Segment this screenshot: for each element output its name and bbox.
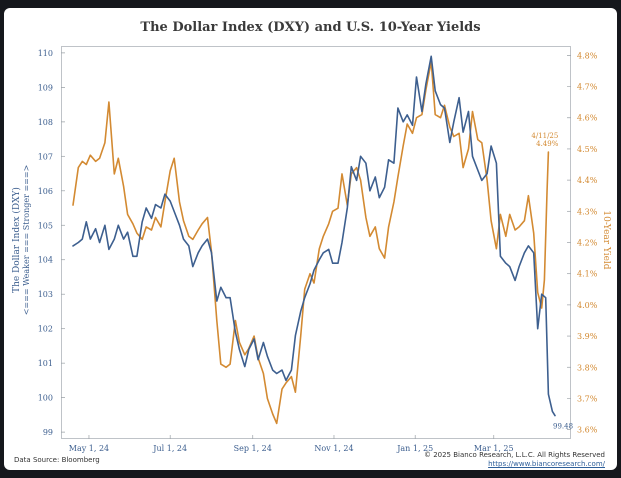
- yield-last-value-label: 4.49%: [536, 140, 559, 148]
- x-axis: May 1, 24 Jul 1, 24 Sep 1, 24 Nov 1, 24 Jan …: [69, 435, 514, 453]
- y-left-tick-label: 108: [38, 118, 53, 127]
- y-left-tick-label: 103: [38, 290, 53, 299]
- series-layer: [72, 55, 556, 425]
- x-tick-label: Sep 1, 24: [234, 444, 272, 453]
- data-source: Data Source: Bloomberg: [14, 456, 100, 464]
- y-left-tick-label: 99: [43, 428, 53, 437]
- y-left-tick-label: 109: [38, 83, 53, 92]
- chart-card: The Dollar Index (DXY) and U.S. 10-Year …: [4, 8, 617, 470]
- y-right-tick-label: 4.2%: [577, 239, 598, 248]
- x-tick-label: May 1, 24: [69, 444, 109, 453]
- y-right-tick-label: 4.7%: [577, 83, 598, 92]
- series-line-dxy: [72, 55, 556, 417]
- y-right-tick-label: 4.4%: [577, 176, 598, 185]
- chart-svg: 99 100 101 102 103 104 105 106 107 108 109 110 3.6%…: [11, 49, 611, 453]
- y-right-tick-label: 3.6%: [577, 426, 598, 435]
- y-left-tick-label: 100: [38, 394, 53, 403]
- y-right-tick-label: 4.5%: [577, 145, 598, 154]
- y-right-tick-label: 4.6%: [577, 114, 598, 123]
- y-left-tick-label: 106: [38, 187, 53, 196]
- copyright-text: © 2025 Bianco Research, L.L.C. All Right…: [423, 451, 605, 459]
- yield-last-date-label: 4/11/25: [531, 132, 558, 140]
- y-axis-left-label: The Dollar Index (DXY): [11, 187, 22, 293]
- dxy-last-label: 99.48: [553, 423, 573, 431]
- series-line-yield: [72, 60, 550, 425]
- x-tick-label: Jul 1, 24: [152, 444, 187, 453]
- y-right-tick-label: 3.8%: [577, 363, 598, 372]
- left-axis: 99 100 101 102 103 104 105 106 107 108 109 110: [38, 49, 65, 437]
- y-left-tick-label: 102: [38, 325, 53, 334]
- y-axis-right-label: 10-Year Yield: [601, 210, 611, 269]
- right-axis: 3.6% 3.7% 3.8% 3.9% 4.0% 4.1% 4.2% 4.3% 4.4% 4.5%…: [567, 51, 598, 435]
- y-left-tick-label: 110: [38, 49, 53, 58]
- y-right-tick-label: 3.9%: [577, 332, 598, 341]
- y-axis-left-sublabel: <=== Weaker === Stronger ===>: [22, 165, 31, 316]
- y-right-tick-label: 4.8%: [577, 51, 598, 60]
- y-right-tick-label: 4.0%: [577, 301, 598, 310]
- y-right-tick-label: 3.7%: [577, 394, 598, 403]
- copyright-link[interactable]: https://www.biancoresearch.com/: [488, 460, 605, 468]
- y-right-tick-label: 4.1%: [577, 270, 598, 279]
- y-left-tick-label: 101: [38, 359, 53, 368]
- x-tick-label: Jan 1, 25: [396, 444, 433, 453]
- annotation-layer: 99.48 4/11/254.49%: [531, 132, 573, 431]
- x-tick-label: Nov 1, 24: [314, 444, 353, 453]
- y-left-tick-label: 105: [38, 221, 53, 230]
- y-right-tick-label: 4.3%: [577, 207, 598, 216]
- y-left-tick-label: 104: [38, 256, 53, 265]
- y-left-tick-label: 107: [38, 152, 53, 161]
- copyright-block: © 2025 Bianco Research, L.L.C. All Right…: [424, 451, 605, 469]
- chart-title: The Dollar Index (DXY) and U.S. 10-Year …: [140, 20, 481, 35]
- x-tick-label: Mar 1, 25: [474, 444, 514, 453]
